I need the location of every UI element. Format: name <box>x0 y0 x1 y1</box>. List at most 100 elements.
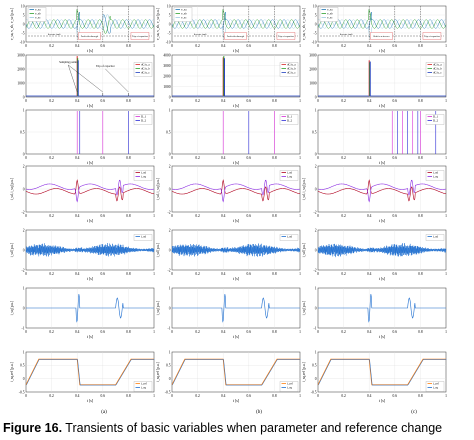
subplot-ripple-c: 0 0.2 0.4 0.6 0.8 120-2t [s]i_sd [p.u.]i_sd <box>302 228 447 281</box>
x-axis-label: t [s] <box>87 218 94 223</box>
x-tick-label: 0.4 <box>221 394 226 398</box>
x-tick-label: 1 <box>445 214 447 218</box>
plot-frame <box>317 54 447 98</box>
y-tick-label: 2 <box>23 228 25 232</box>
x-axis-label: t [s] <box>379 160 386 165</box>
subplot-ripple-b: 0 0.2 0.4 0.6 0.8 120-2t [s]i_sd [p.u.]i_sd <box>156 228 301 281</box>
current-trace <box>317 179 447 202</box>
x-tick-label: 1 <box>445 394 447 398</box>
y-tick-label: 0 <box>23 248 25 252</box>
region-label: Shift in reference <box>373 35 390 38</box>
subplot-derivatives-b: 0 0.2 0.4 0.6 0.8 1 4000 3000 2000 1000 0 t [s] dC/u… <box>163 53 301 108</box>
y-tick-label: 0 <box>23 187 25 191</box>
y-tick-label: 0.5 <box>312 130 317 134</box>
y-tick-label: 0.5 <box>166 364 171 368</box>
legend-box <box>133 62 153 77</box>
annotation-trip: Trip of capacitor <box>96 65 115 68</box>
reference-trace <box>25 358 154 386</box>
x-axis-label: t [s] <box>233 398 240 403</box>
x-tick-label: 0.2 <box>49 330 54 334</box>
x-axis-label: t [s] <box>379 103 386 108</box>
legend-entry: dC/u_a <box>287 63 296 67</box>
x-axis-label: t [s] <box>379 334 386 339</box>
region-label: Trip of capacitor <box>424 35 440 38</box>
x-tick-label: 0.4 <box>367 394 372 398</box>
annotation-arrow <box>105 68 129 93</box>
x-tick-label: 0 <box>317 272 319 276</box>
x-tick-label: 0 <box>317 330 319 334</box>
subplot-detections-a: 0 0.2 0.4 0.6 0.8 1 1 0.5 0 t [s] D_1D_2 <box>20 108 155 165</box>
x-tick-label: 0.8 <box>418 330 423 334</box>
x-tick-label: 1 <box>299 272 301 276</box>
legend-entry: i_sd <box>141 171 147 175</box>
x-tick-label: 0.6 <box>393 156 398 160</box>
x-tick-label: 0.4 <box>75 214 80 218</box>
x-tick-label: 0.6 <box>247 394 252 398</box>
legend-entry: i_sd <box>433 235 439 239</box>
y-tick-label: 0 <box>315 95 317 99</box>
x-tick-label: 0.4 <box>221 330 226 334</box>
x-tick-label: 0.2 <box>341 99 346 103</box>
current-trace <box>25 179 155 202</box>
x-tick-label: 0.8 <box>126 44 131 48</box>
voltage-trace <box>171 19 301 39</box>
x-tick-label: 0.6 <box>247 272 252 276</box>
legend-box <box>279 170 299 181</box>
x-tick-label: 0.6 <box>247 99 252 103</box>
y-axis-label: i_sq [p.u.] <box>10 301 14 316</box>
y-tick-label: -1 <box>314 326 317 330</box>
x-tick-label: 0 <box>25 272 27 276</box>
x-tick-label: 0.6 <box>393 44 398 48</box>
x-tick-label: 0.8 <box>418 272 423 276</box>
legend-entry: i_ref <box>287 382 293 386</box>
x-tick-label: 0.4 <box>75 330 80 334</box>
x-tick-label: 1 <box>299 156 301 160</box>
legend-entry: v_sa <box>181 8 187 12</box>
x-tick-label: 0.4 <box>221 44 226 48</box>
legend-entry: v_sa <box>327 8 333 12</box>
x-tick-label: 0.4 <box>221 272 226 276</box>
x-tick-label: 0.2 <box>49 214 54 218</box>
y-tick-label: 2 <box>169 228 171 232</box>
x-tick-label: 0.8 <box>272 394 277 398</box>
voltage-trace <box>317 8 447 29</box>
x-tick-label: 1 <box>445 99 447 103</box>
x-tick-label: 0.8 <box>126 156 131 160</box>
x-tick-label: 0.2 <box>49 44 54 48</box>
y-tick-label: -2 <box>168 210 171 214</box>
y-axis-label: i_sq,ref [p.u.] <box>10 362 15 382</box>
x-tick-label: 1 <box>445 156 447 160</box>
x-axis-label: t [s] <box>379 398 386 403</box>
x-tick-label: 0.6 <box>101 394 106 398</box>
y-tick-label: 0 <box>169 187 171 191</box>
x-tick-label: 0.6 <box>393 99 398 103</box>
x-axis-label: t [s] <box>379 276 386 281</box>
x-tick-label: 0.2 <box>49 99 54 103</box>
legend-entry: dC/u_c <box>287 71 296 75</box>
subplot-voltages-a: 0 0.2 0.4 0.6 0.8 1 10 5 0 -5 -10 t [s] v_sa, v_sb, … <box>10 4 155 53</box>
region-box <box>224 32 247 40</box>
x-tick-label: 0.2 <box>341 44 346 48</box>
x-axis-label: t [s] <box>87 334 94 339</box>
x-tick-label: 1 <box>153 99 155 103</box>
y-tick-label: -0.5 <box>19 390 25 394</box>
x-tick-label: 0.8 <box>272 99 277 103</box>
x-axis-label: t [s] <box>87 398 94 403</box>
y-axis-label: i_sd, i_sq [p.u.] <box>156 178 161 200</box>
x-tick-label: 1 <box>153 156 155 160</box>
y-tick-label: 2 <box>23 164 25 168</box>
x-axis-label: t [s] <box>87 276 94 281</box>
x-tick-label: 0 <box>317 214 319 218</box>
y-axis-label: i_sd [p.u.] <box>10 243 14 258</box>
x-tick-label: 1 <box>153 394 155 398</box>
y-axis-label: v_sa, v_sb, v_sc [p.u.] <box>156 8 161 40</box>
y-axis-label: i_sq,ref [p.u.] <box>302 362 307 382</box>
y-tick-label: 10 <box>167 4 171 8</box>
y-tick-label: 2000 <box>163 74 170 78</box>
region-label: Trip of capacitor <box>278 35 294 38</box>
y-tick-label: 0 <box>23 22 25 26</box>
legend-entry: dC/u_b <box>433 67 442 71</box>
x-tick-label: 0.2 <box>341 394 346 398</box>
x-tick-label: 0.8 <box>126 99 131 103</box>
x-tick-label: 0.8 <box>272 214 277 218</box>
